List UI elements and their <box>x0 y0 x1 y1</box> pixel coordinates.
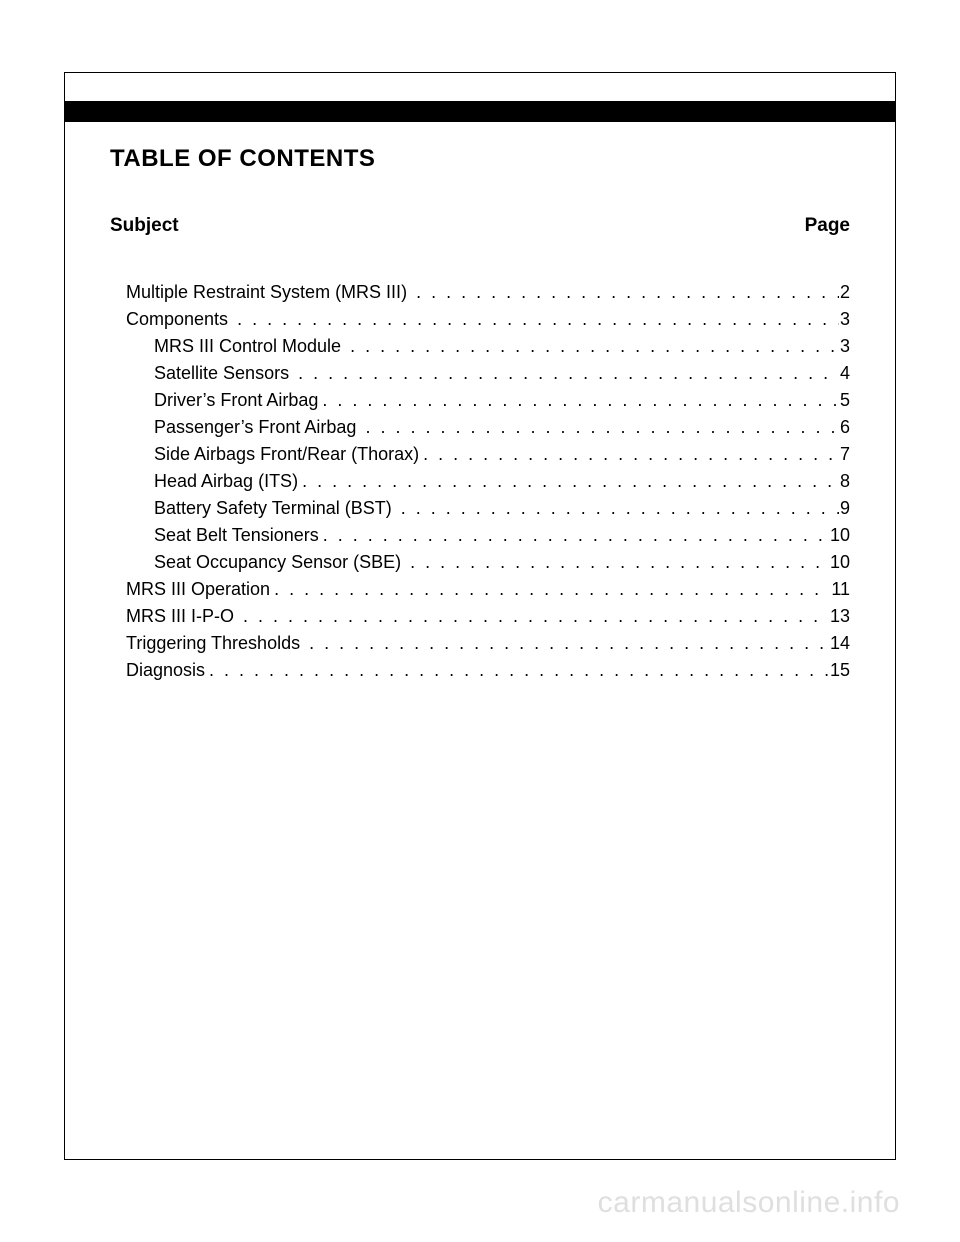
toc-page-number: 14 <box>829 630 850 657</box>
toc-item: Side Airbags Front/Rear (Thorax) . . . .… <box>110 441 850 468</box>
watermark: carmanualsonline.info <box>598 1186 900 1220</box>
toc-label: Satellite Sensors <box>154 360 294 387</box>
toc-page-number: 4 <box>839 360 850 387</box>
toc-item: Passenger’s Front Airbag . . . . . . . .… <box>110 414 850 441</box>
toc-leader-dots: . . . . . . . . . . . . . . . . . . . . … <box>319 522 829 549</box>
toc-item: MRS III Operation . . . . . . . . . . . … <box>110 576 850 603</box>
toc-label: MRS III Operation <box>126 576 270 603</box>
toc-label: Passenger’s Front Airbag <box>154 414 361 441</box>
toc-page-number: 6 <box>839 414 850 441</box>
toc-label: Components <box>126 306 233 333</box>
toc-page-number: 9 <box>839 495 850 522</box>
toc-page-number: 8 <box>839 468 850 495</box>
toc-label: Driver’s Front Airbag <box>154 387 318 414</box>
toc-item: Head Airbag (ITS) . . . . . . . . . . . … <box>110 468 850 495</box>
toc-leader-dots: . . . . . . . . . . . . . . . . . . . . … <box>233 306 839 333</box>
toc-label: MRS III I-P-O <box>126 603 239 630</box>
toc-leader-dots: . . . . . . . . . . . . . . . . . . . . … <box>361 414 839 441</box>
toc-item: Seat Occupancy Sensor (SBE) . . . . . . … <box>110 549 850 576</box>
toc-item: Satellite Sensors . . . . . . . . . . . … <box>110 360 850 387</box>
toc-item: Seat Belt Tensioners . . . . . . . . . .… <box>110 522 850 549</box>
toc-item: MRS III I-P-O . . . . . . . . . . . . . … <box>110 603 850 630</box>
toc-item: Driver’s Front Airbag . . . . . . . . . … <box>110 387 850 414</box>
toc-leader-dots: . . . . . . . . . . . . . . . . . . . . … <box>412 279 839 306</box>
toc-page-number: 5 <box>839 387 850 414</box>
page-header: Page <box>805 215 850 237</box>
toc-label: MRS III Control Module <box>154 333 346 360</box>
toc-item: MRS III Control Module . . . . . . . . .… <box>110 333 850 360</box>
toc-label: Seat Belt Tensioners <box>154 522 319 549</box>
toc-page-number: 11 <box>830 576 850 603</box>
content-area: TABLE OF CONTENTS Subject Page Multiple … <box>110 145 850 684</box>
toc-page-number: 15 <box>829 657 850 684</box>
toc-header-row: Subject Page <box>110 215 850 237</box>
toc-leader-dots: . . . . . . . . . . . . . . . . . . . . … <box>397 495 839 522</box>
toc-leader-dots: . . . . . . . . . . . . . . . . . . . . … <box>294 360 839 387</box>
page-container: TABLE OF CONTENTS Subject Page Multiple … <box>0 0 960 1242</box>
toc-leader-dots: . . . . . . . . . . . . . . . . . . . . … <box>298 468 839 495</box>
toc-label: Multiple Restraint System (MRS III) <box>126 279 412 306</box>
toc-page-number: 13 <box>829 603 850 630</box>
toc-leader-dots: . . . . . . . . . . . . . . . . . . . . … <box>406 549 829 576</box>
toc-page-number: 10 <box>829 549 850 576</box>
toc-label: Side Airbags Front/Rear (Thorax) <box>154 441 419 468</box>
toc-item: Diagnosis . . . . . . . . . . . . . . . … <box>110 657 850 684</box>
toc-leader-dots: . . . . . . . . . . . . . . . . . . . . … <box>318 387 839 414</box>
toc-page-number: 2 <box>839 279 850 306</box>
toc-leader-dots: . . . . . . . . . . . . . . . . . . . . … <box>305 630 829 657</box>
toc-page-number: 7 <box>839 441 850 468</box>
page-title: TABLE OF CONTENTS <box>110 145 850 173</box>
toc-page-number: 3 <box>839 333 850 360</box>
toc-label: Battery Safety Terminal (BST) <box>154 495 397 522</box>
toc-item: Multiple Restraint System (MRS III) . . … <box>110 279 850 306</box>
toc-leader-dots: . . . . . . . . . . . . . . . . . . . . … <box>239 603 829 630</box>
toc-list: Multiple Restraint System (MRS III) . . … <box>110 279 850 684</box>
toc-page-number: 3 <box>839 306 850 333</box>
toc-label: Seat Occupancy Sensor (SBE) <box>154 549 406 576</box>
toc-leader-dots: . . . . . . . . . . . . . . . . . . . . … <box>205 657 829 684</box>
toc-leader-dots: . . . . . . . . . . . . . . . . . . . . … <box>270 576 830 603</box>
toc-page-number: 10 <box>829 522 850 549</box>
toc-item: Battery Safety Terminal (BST) . . . . . … <box>110 495 850 522</box>
toc-label: Triggering Thresholds <box>126 630 305 657</box>
subject-header: Subject <box>110 215 179 237</box>
toc-leader-dots: . . . . . . . . . . . . . . . . . . . . … <box>346 333 839 360</box>
top-bar <box>64 101 896 122</box>
toc-label: Diagnosis <box>126 657 205 684</box>
toc-label: Head Airbag (ITS) <box>154 468 298 495</box>
toc-leader-dots: . . . . . . . . . . . . . . . . . . . . … <box>419 441 839 468</box>
toc-item: Components . . . . . . . . . . . . . . .… <box>110 306 850 333</box>
toc-item: Triggering Thresholds . . . . . . . . . … <box>110 630 850 657</box>
